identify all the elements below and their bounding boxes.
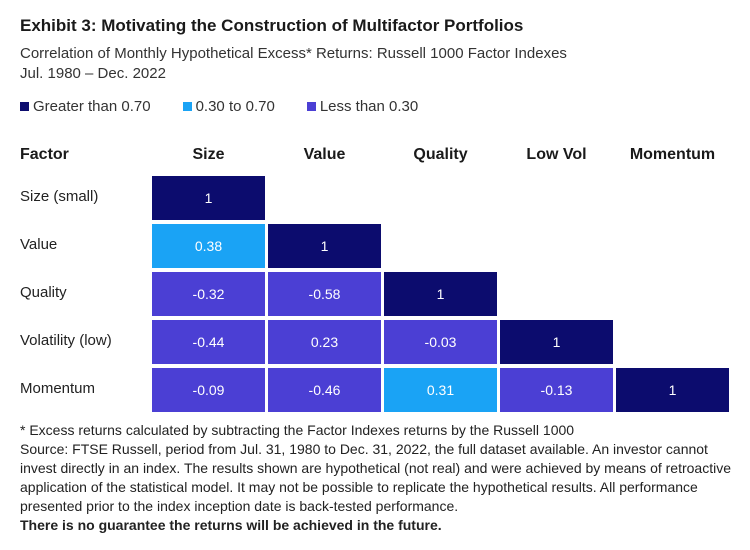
subtitle-line-2: Jul. 1980 – Dec. 2022 <box>20 65 166 82</box>
matrix-cell: -0.58 <box>267 271 382 317</box>
footnote-excess-returns: * Excess returns calculated by subtracti… <box>20 422 575 438</box>
legend-label-high: Greater than 0.70 <box>33 98 151 115</box>
legend-item-low: Less than 0.30 <box>306 98 419 115</box>
matrix-cell: 1 <box>383 271 498 317</box>
column-header-quality: Quality <box>413 146 468 163</box>
subtitle-line-1: Correlation of Monthly Hypothetical Exce… <box>20 45 567 62</box>
row-label-volatility-low: Volatility (low) <box>20 332 112 349</box>
column-header-momentum: Momentum <box>629 146 716 163</box>
matrix-cell: -0.44 <box>151 319 266 365</box>
matrix-cell: 0.31 <box>383 367 498 413</box>
column-header-size: Size <box>192 146 225 163</box>
legend-item-mid: 0.30 to 0.70 <box>182 98 275 115</box>
legend: Greater than 0.70 0.30 to 0.70 Less than… <box>20 98 418 115</box>
matrix-cell: -0.13 <box>499 367 614 413</box>
legend-label-low: Less than 0.30 <box>319 98 419 115</box>
chart-subtitle: Correlation of Monthly Hypothetical Exce… <box>20 44 567 84</box>
footnote-source: Source: FTSE Russell, period from Jul. 3… <box>20 441 731 514</box>
legend-swatch-low <box>306 102 316 111</box>
disclaimer: There is no guarantee the returns will b… <box>20 517 442 533</box>
matrix-cell: 1 <box>615 367 730 413</box>
matrix-cell: -0.03 <box>383 319 498 365</box>
matrix-cell: -0.46 <box>267 367 382 413</box>
row-label-size-small: Size (small) <box>20 188 99 205</box>
legend-swatch-high <box>20 102 29 111</box>
footnotes: * Excess returns calculated by subtracti… <box>20 421 735 535</box>
matrix-cell: 1 <box>499 319 614 365</box>
matrix-cell: 1 <box>267 223 382 269</box>
legend-swatch-mid <box>182 102 192 111</box>
column-header-value: Value <box>303 146 346 163</box>
column-header-low-vol: Low Vol <box>526 146 587 163</box>
legend-item-high: Greater than 0.70 <box>20 98 151 115</box>
row-label-value: Value <box>20 236 58 253</box>
legend-label-mid: 0.30 to 0.70 <box>195 98 275 115</box>
row-header-label: Factor <box>20 146 69 163</box>
matrix-cell: -0.09 <box>151 367 266 413</box>
row-label-quality: Quality <box>20 284 67 301</box>
matrix-cell: 0.38 <box>151 223 266 269</box>
chart-title: Exhibit 3: Motivating the Construction o… <box>20 16 524 35</box>
row-label-momentum: Momentum <box>20 380 96 397</box>
matrix-cell: 1 <box>151 175 266 221</box>
matrix-cell: -0.32 <box>151 271 266 317</box>
matrix-cell: 0.23 <box>267 319 382 365</box>
